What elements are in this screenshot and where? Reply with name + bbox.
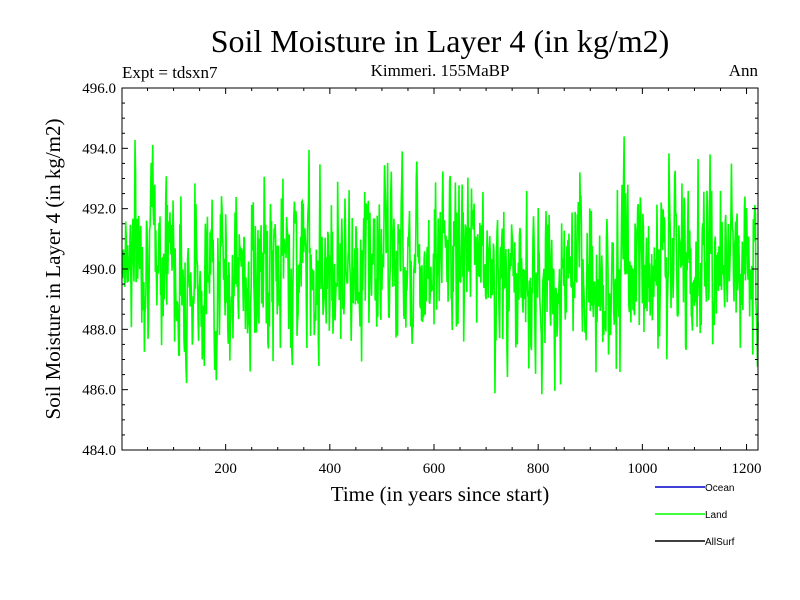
legend-label-allsurf: AllSurf — [705, 537, 735, 548]
x-tick-label: 400 — [319, 461, 342, 477]
y-tick-label: 492.0 — [82, 202, 116, 218]
legend-label-ocean: Ocean — [705, 483, 734, 494]
x-axis: 200 400 600 800 1000 1200 — [147, 88, 762, 477]
chart-title: Soil Moisture in Layer 4 (in kg/m2) — [211, 23, 670, 59]
legend-label-land: Land — [705, 510, 727, 521]
y-axis: 484.0 486.0 488.0 490.0 492.0 494.0 496.0 — [82, 81, 758, 459]
x-tick-label: 1000 — [627, 461, 657, 477]
y-tick-label: 484.0 — [82, 443, 116, 459]
y-axis-label: Soil Moisture in Layer 4 (in kg/m2) — [41, 119, 65, 420]
series-line-land — [121, 136, 759, 395]
x-tick-label: 1200 — [732, 461, 762, 477]
x-axis-label: Time (in years since start) — [331, 482, 550, 506]
y-tick-label: 496.0 — [82, 81, 116, 97]
y-tick-label: 494.0 — [82, 141, 116, 157]
y-tick-label: 488.0 — [82, 322, 116, 338]
x-tick-label: 200 — [214, 461, 237, 477]
y-tick-label: 486.0 — [82, 383, 116, 399]
y-tick-label: 490.0 — [82, 262, 116, 278]
x-tick-label: 600 — [423, 461, 446, 477]
experiment-label: Expt = tdsxn7 — [122, 63, 218, 82]
legend: Ocean Land AllSurf — [655, 483, 735, 548]
x-tick-label: 800 — [527, 461, 550, 477]
period-label: Kimmeri. 155MaBP — [371, 61, 510, 80]
series-layer — [121, 136, 759, 395]
season-label: Ann — [729, 61, 759, 80]
